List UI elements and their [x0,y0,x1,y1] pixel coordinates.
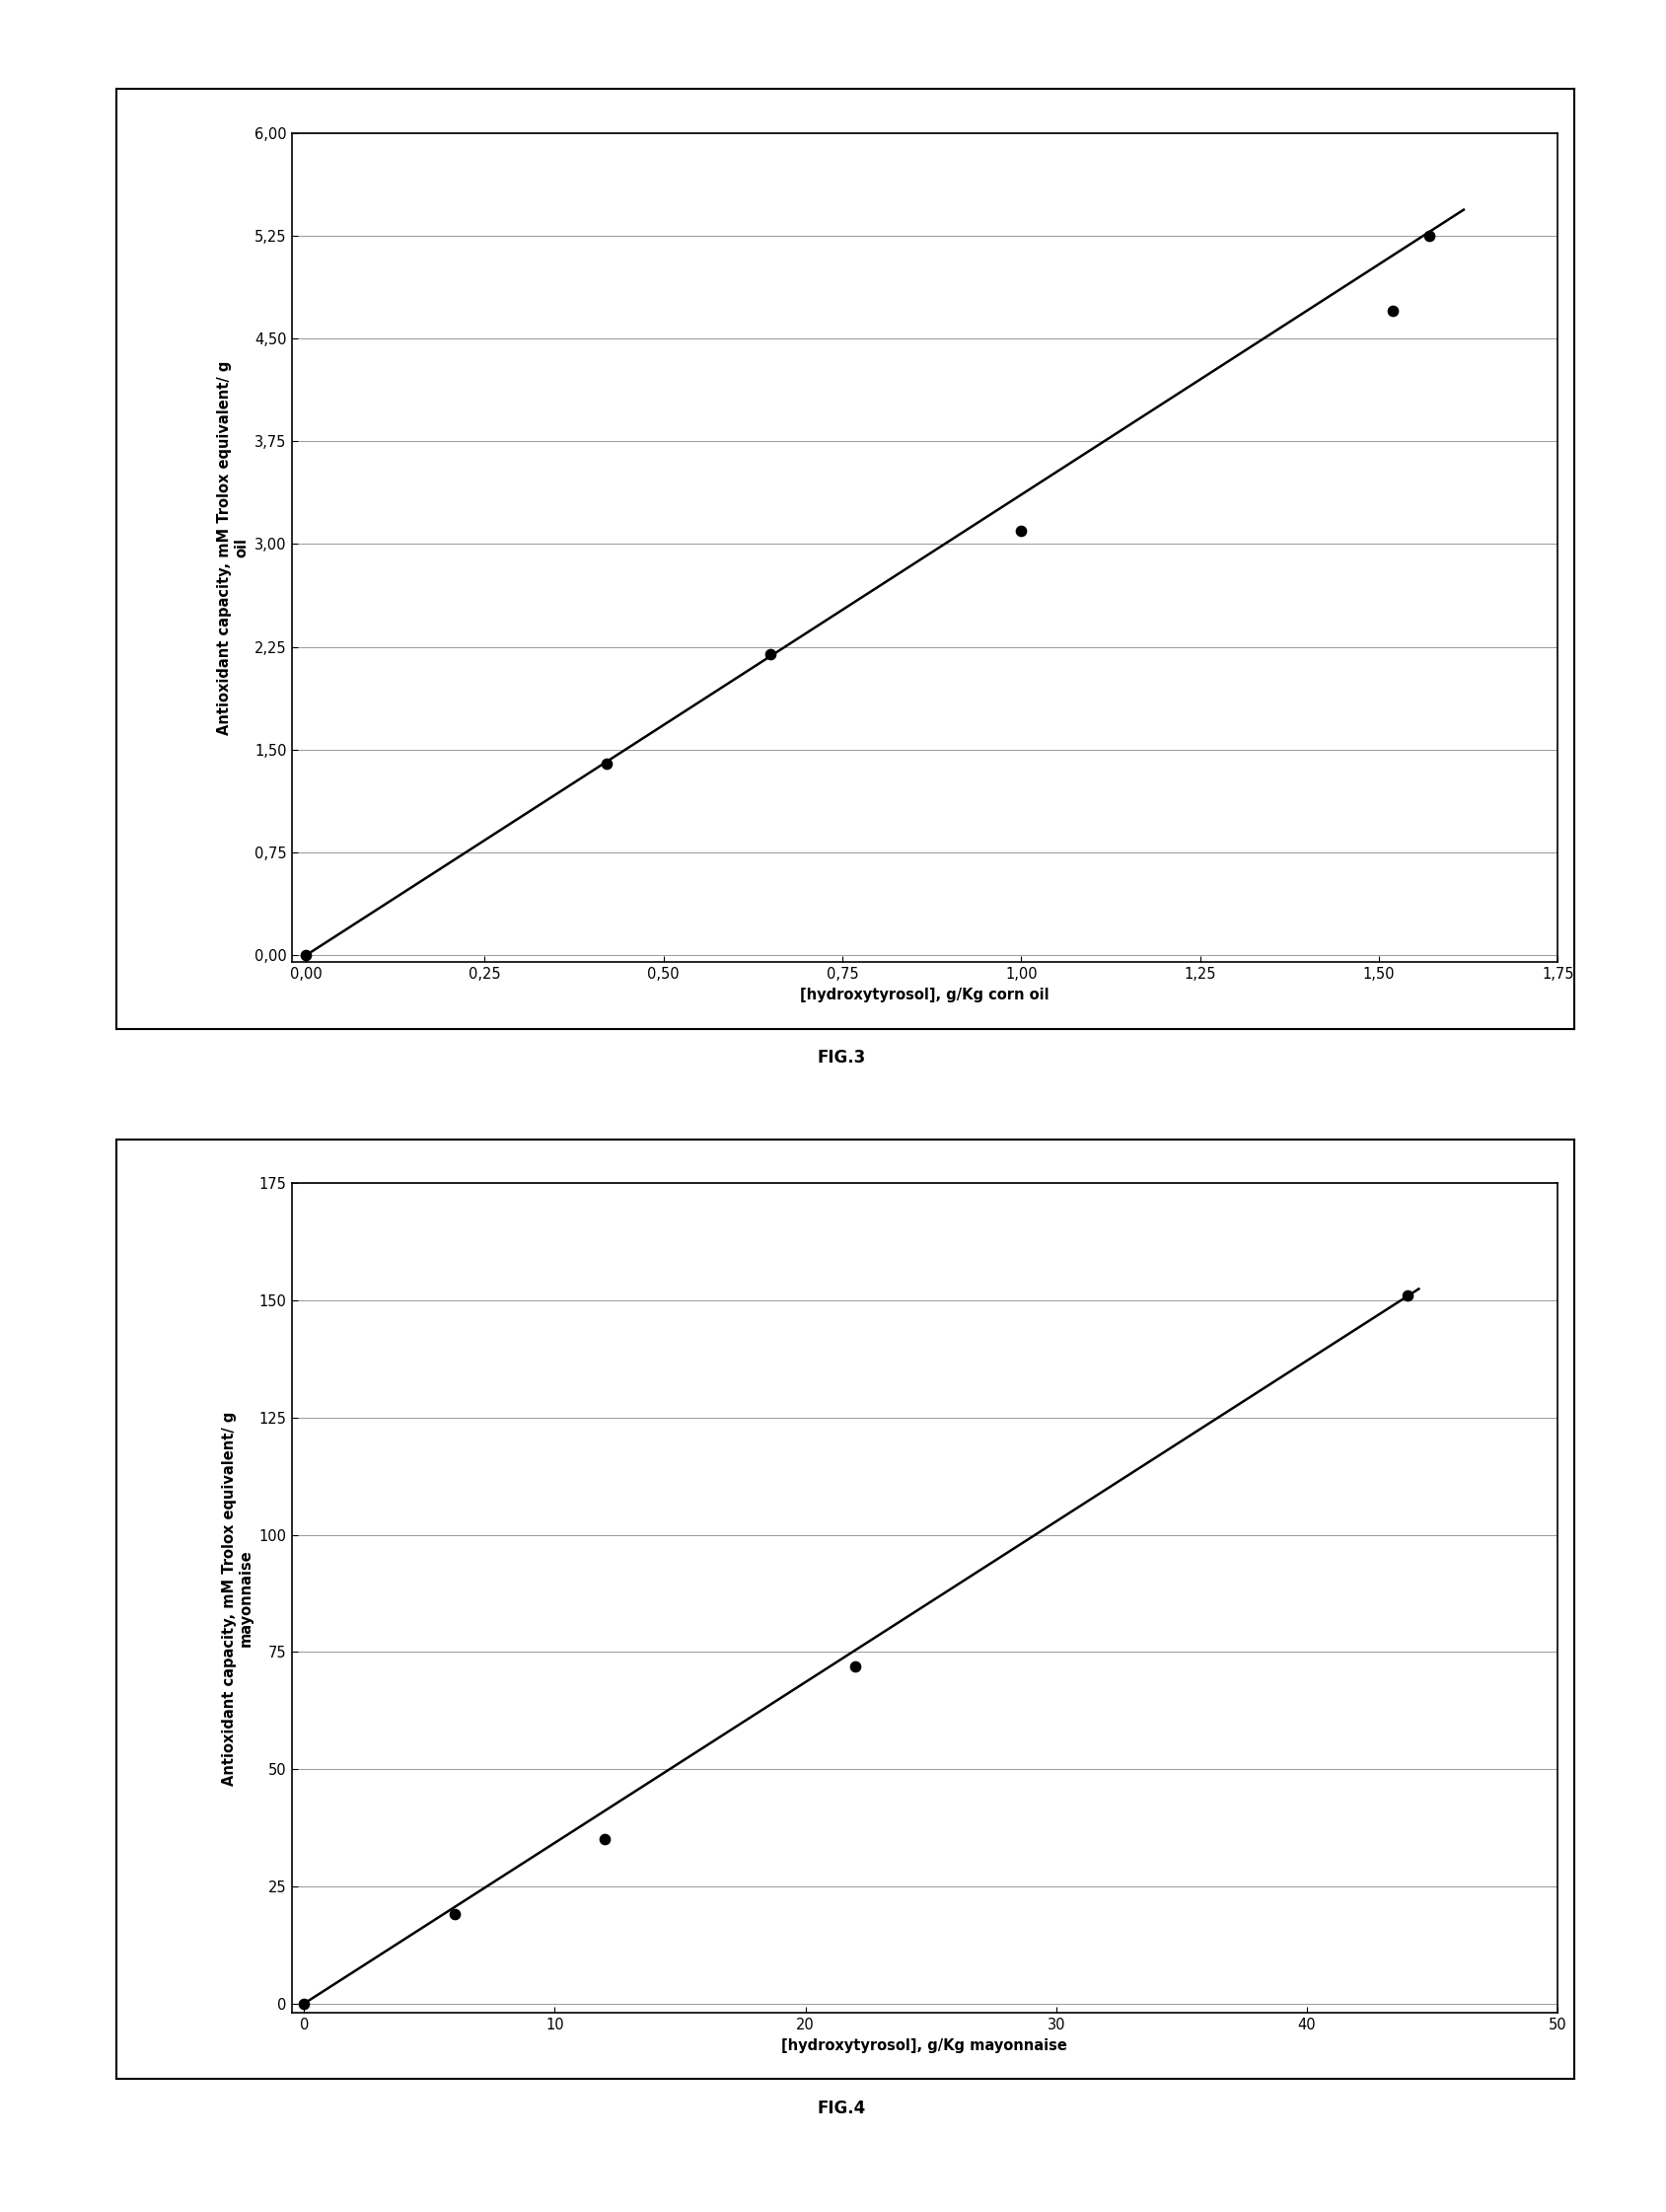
Y-axis label: Antioxidant capacity, mM Trolox equivalent/ g
oil: Antioxidant capacity, mM Trolox equivale… [217,361,248,734]
X-axis label: [hydroxytyrosol], g/Kg corn oil: [hydroxytyrosol], g/Kg corn oil [800,987,1050,1002]
Point [292,1986,318,2022]
Text: FIG.4: FIG.4 [816,2099,866,2117]
Point [1394,1279,1421,1314]
Point [441,1898,468,1933]
Point [593,745,620,781]
Point [1379,294,1406,330]
X-axis label: [hydroxytyrosol], g/Kg mayonnaise: [hydroxytyrosol], g/Kg mayonnaise [781,2037,1068,2053]
Point [293,938,320,973]
Point [1008,513,1035,549]
Point [843,1648,870,1683]
Y-axis label: Antioxidant capacity, mM Trolox equivalent/ g
mayonnaise: Antioxidant capacity, mM Trolox equivale… [222,1411,253,1785]
Text: FIG.3: FIG.3 [816,1048,866,1066]
Point [591,1823,618,1858]
Point [758,637,785,672]
Point [1416,217,1443,252]
